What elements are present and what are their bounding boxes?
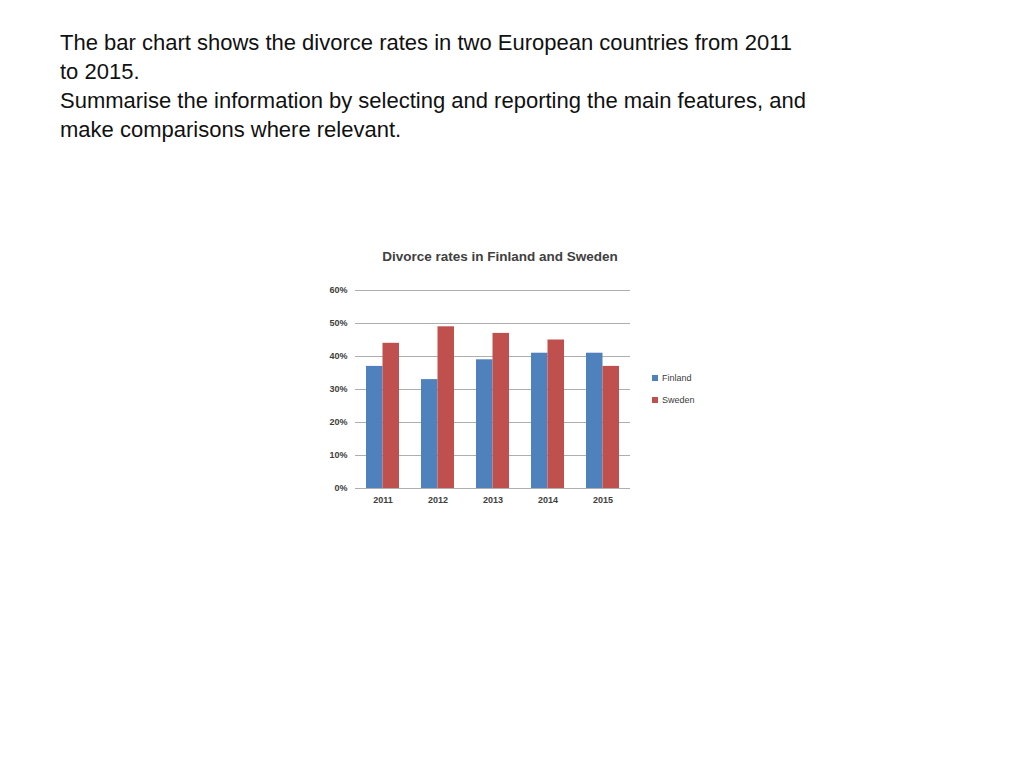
svg-text:2013: 2013: [483, 495, 503, 505]
html-text:Summarise the information by s: Summarise the information by selecting a…: [60, 88, 806, 113]
svg-text:50%: 50%: [329, 318, 347, 328]
svg-text:0%: 0%: [334, 483, 347, 493]
html-text:make comparisons where relevan: make comparisons where relevant.: [60, 117, 402, 142]
html-text:to 2015.: to 2015.: [60, 59, 140, 84]
svg-text:20%: 20%: [329, 417, 347, 427]
html-text:Sweden: Sweden: [662, 395, 695, 405]
svg-text:2012: 2012: [428, 495, 448, 505]
svg-text:30%: 30%: [329, 384, 347, 394]
svg-text:2014: 2014: [538, 495, 558, 505]
svg-text:10%: 10%: [329, 450, 347, 460]
html-text:Divorce rates in Finland and S: Divorce rates in Finland and Sweden: [382, 249, 618, 264]
svg-text:2011: 2011: [373, 495, 393, 505]
html-text:The bar chart shows the divorc: The bar chart shows the divorce rates in…: [60, 30, 793, 55]
svg-text:40%: 40%: [329, 351, 347, 361]
svg-text:2015: 2015: [593, 495, 613, 505]
svg-text:60%: 60%: [329, 285, 347, 295]
html-text:Finland: Finland: [662, 373, 692, 383]
